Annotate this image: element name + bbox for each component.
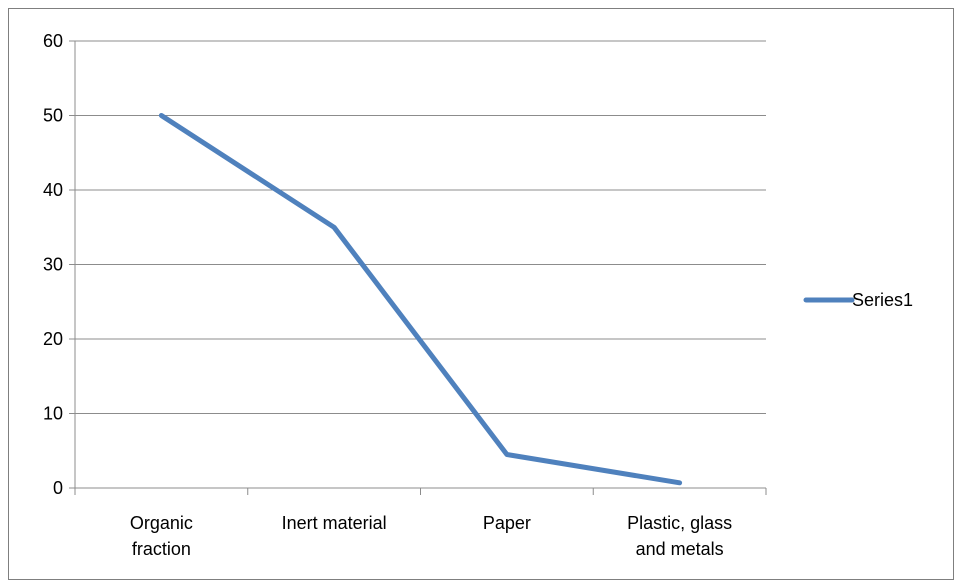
y-tick-label: 40	[43, 180, 63, 200]
axes	[69, 40, 767, 495]
y-tick-label: 20	[43, 329, 63, 349]
y-tick-labels: 0 10 20 30 40 50 60	[43, 31, 63, 498]
x-category-labels: Organic fraction Inert material Paper Plasti…	[130, 513, 732, 559]
y-tick-label: 30	[43, 255, 63, 275]
y-tick-label: 50	[43, 106, 63, 126]
legend-label-series1: Series1	[852, 290, 913, 310]
x-category-label: Organic fraction	[130, 513, 193, 559]
y-tick-label: 10	[43, 404, 63, 424]
series-line-1	[158, 113, 683, 486]
x-category-label: Paper	[483, 513, 531, 533]
x-category-label: Inert material	[282, 513, 387, 533]
gridlines	[75, 40, 766, 414]
chart-frame	[8, 8, 954, 580]
y-tick-label: 60	[43, 31, 63, 51]
x-category-label: Plastic, glass and metals	[627, 513, 732, 559]
legend: Series1	[803, 290, 913, 310]
series-lines	[158, 113, 683, 486]
y-tick-label: 0	[53, 478, 63, 498]
